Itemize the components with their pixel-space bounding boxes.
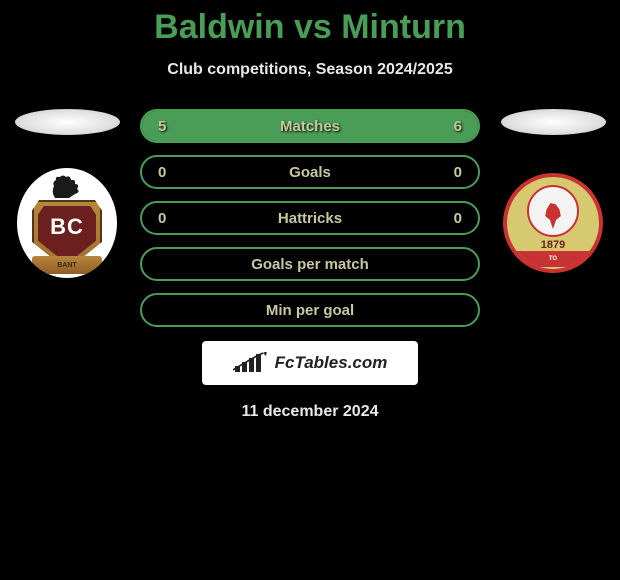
stat-row-min-per-goal: Min per goal <box>140 293 480 327</box>
stat-row-matches: 5 Matches 6 <box>140 109 480 143</box>
left-player-ellipse <box>15 109 120 135</box>
bar-chart-icon <box>233 352 269 374</box>
right-badge-year: 1879 <box>507 239 599 251</box>
main-row: BC BANT 5 Matches 6 0 Goals 0 0 Hattrick… <box>0 109 620 327</box>
stat-label: Hattricks <box>278 210 342 227</box>
stat-label: Matches <box>280 118 340 135</box>
left-badge-scroll: BANT <box>32 256 102 274</box>
brand-box[interactable]: FcTables.com <box>202 341 418 385</box>
footer-date: 11 december 2024 <box>0 403 620 421</box>
stat-row-goals-per-match: Goals per match <box>140 247 480 281</box>
stat-left-value: 0 <box>158 164 166 181</box>
right-club-badge: 1879 TO <box>503 173 603 273</box>
stat-left-value: 5 <box>158 118 166 135</box>
stat-right-value: 6 <box>454 118 462 135</box>
page-title: Baldwin vs Minturn <box>0 0 620 47</box>
bird-icon <box>540 203 566 229</box>
rooster-icon <box>49 174 85 200</box>
stat-row-goals: 0 Goals 0 <box>140 155 480 189</box>
stat-label: Goals <box>289 164 331 181</box>
right-badge-motto: TO <box>507 251 599 267</box>
stat-left-value: 0 <box>158 210 166 227</box>
left-column: BC BANT <box>12 109 122 273</box>
stat-right-value: 0 <box>454 210 462 227</box>
stat-label: Goals per match <box>251 256 369 273</box>
page-subtitle: Club competitions, Season 2024/2025 <box>0 61 620 79</box>
left-badge-letters: BC <box>50 214 84 240</box>
right-column: 1879 TO <box>498 109 608 273</box>
stat-right-value: 0 <box>454 164 462 181</box>
stats-column: 5 Matches 6 0 Goals 0 0 Hattricks 0 Goal… <box>140 109 480 327</box>
stat-row-hattricks: 0 Hattricks 0 <box>140 201 480 235</box>
left-club-badge: BC BANT <box>17 173 117 273</box>
brand-text: FcTables.com <box>275 353 388 373</box>
stat-label: Min per goal <box>266 302 354 319</box>
right-player-ellipse <box>501 109 606 135</box>
